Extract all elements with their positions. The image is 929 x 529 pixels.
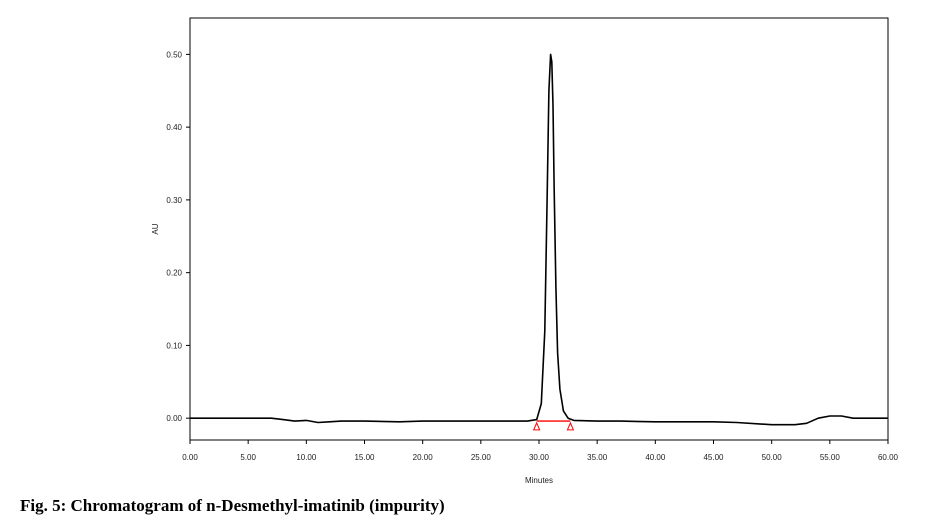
x-tick-label: 10.00 (296, 453, 317, 462)
y-tick-label: 0.30 (166, 196, 182, 205)
x-tick-label: 25.00 (471, 453, 492, 462)
x-tick-label: 5.00 (240, 453, 256, 462)
x-tick-label: 35.00 (587, 453, 608, 462)
peak-marker (566, 421, 575, 431)
y-tick-label: 0.40 (166, 123, 182, 132)
y-tick-label: 0.20 (166, 269, 182, 278)
y-axis-title: AU (151, 223, 160, 234)
x-tick-label: 55.00 (820, 453, 841, 462)
x-tick-label: 60.00 (878, 453, 899, 462)
y-tick-label: 0.50 (166, 50, 182, 59)
x-tick-label: 50.00 (762, 453, 783, 462)
x-axis-title: Minutes (525, 476, 553, 485)
peak-markers (532, 420, 575, 431)
y-axis: 0.00 0.10 0.20 0.30 0.40 0.50 (166, 50, 190, 423)
chromatogram-chart: 0.00 0.10 0.20 0.30 0.40 0.50 0.00 5.00 10.00 15… (151, 17, 899, 485)
peak-marker (532, 421, 541, 431)
x-tick-label: 30.00 (529, 453, 550, 462)
y-tick-label: 0.10 (166, 341, 182, 350)
x-tick-label: 20.00 (413, 453, 434, 462)
y-tick-label: 0.00 (166, 414, 182, 423)
plot-frame (189, 17, 889, 441)
chromatogram-trace (190, 53, 888, 426)
figure-caption: Fig. 5: Chromatogram of n-Desmethyl-imat… (20, 496, 445, 515)
x-tick-label: 15.00 (354, 453, 375, 462)
x-axis: 0.00 5.00 10.00 15.00 20.00 25.00 30.00 35.00 40… (182, 440, 899, 462)
series-layer (190, 53, 888, 426)
x-tick-label: 45.00 (703, 453, 724, 462)
x-tick-label: 40.00 (645, 453, 666, 462)
x-tick-label: 0.00 (182, 453, 198, 462)
